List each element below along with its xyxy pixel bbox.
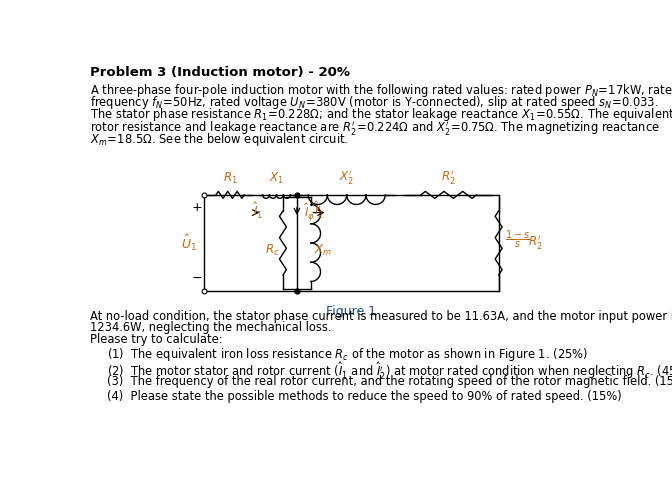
Text: rotor resistance and leakage reactance are $R_2^{\prime}\!=\!0.224\Omega$ and $X: rotor resistance and leakage reactance a… [90,119,660,137]
Text: +: + [192,201,202,214]
Text: Problem 3 (Induction motor) - 20%: Problem 3 (Induction motor) - 20% [90,66,350,79]
Text: (1)  The equivalent iron loss resistance $R_c$ of the motor as shown in Figure 1: (1) The equivalent iron loss resistance … [108,346,589,363]
Text: −: − [192,273,202,285]
Text: $\hat{U}_1$: $\hat{U}_1$ [181,233,197,253]
Text: $\hat{I}_2^{\prime}$: $\hat{I}_2^{\prime}$ [314,199,324,221]
Text: $X_m$: $X_m$ [314,243,332,258]
Text: Figure 1: Figure 1 [327,305,376,318]
Text: $R_2^{\prime}$: $R_2^{\prime}$ [528,233,543,251]
Text: $\dfrac{1-s}{s}$: $\dfrac{1-s}{s}$ [505,229,530,250]
Text: At no-load condition, the stator phase current is measured to be 11.63A, and the: At no-load condition, the stator phase c… [90,310,672,323]
Text: $X_2^{\prime}$: $X_2^{\prime}$ [339,168,354,186]
Text: $X_1$: $X_1$ [269,171,284,186]
Text: Please try to calculate:: Please try to calculate: [90,333,223,346]
Text: $\hat{I}_\varphi$: $\hat{I}_\varphi$ [304,201,315,223]
Text: $X_m\!=\!18.5\Omega$. See the below equivalent circuit.: $X_m\!=\!18.5\Omega$. See the below equi… [90,131,349,148]
Text: frequency $f_N\!=\!50\mathrm{Hz}$, rated voltage $U_N\!=\!380\mathrm{V}$ (motor : frequency $f_N\!=\!50\mathrm{Hz}$, rated… [90,94,659,111]
Text: (4)  Please state the possible methods to reduce the speed to 90% of rated speed: (4) Please state the possible methods to… [108,390,622,403]
Text: $R_2^{\prime}$: $R_2^{\prime}$ [442,168,456,186]
Text: The stator phase resistance $R_1\!=\!0.228\Omega$; and the stator leakage reacta: The stator phase resistance $R_1\!=\!0.2… [90,106,672,123]
Text: $\hat{I}_1$: $\hat{I}_1$ [253,201,263,221]
Text: (2)  The motor stator and rotor current ($\hat{I}_1$ and $\hat{I}_2^{\prime}$) a: (2) The motor stator and rotor current (… [108,360,672,382]
Text: $R_1$: $R_1$ [222,171,237,186]
Text: A three-phase four-pole induction motor with the following rated values: rated p: A three-phase four-pole induction motor … [90,82,672,99]
Text: 1234.6W, neglecting the mechanical loss.: 1234.6W, neglecting the mechanical loss. [90,321,332,334]
Text: $R_c$: $R_c$ [265,243,280,258]
Text: (3)  The frequency of the real rotor current, and the rotating speed of the roto: (3) The frequency of the real rotor curr… [108,375,672,388]
